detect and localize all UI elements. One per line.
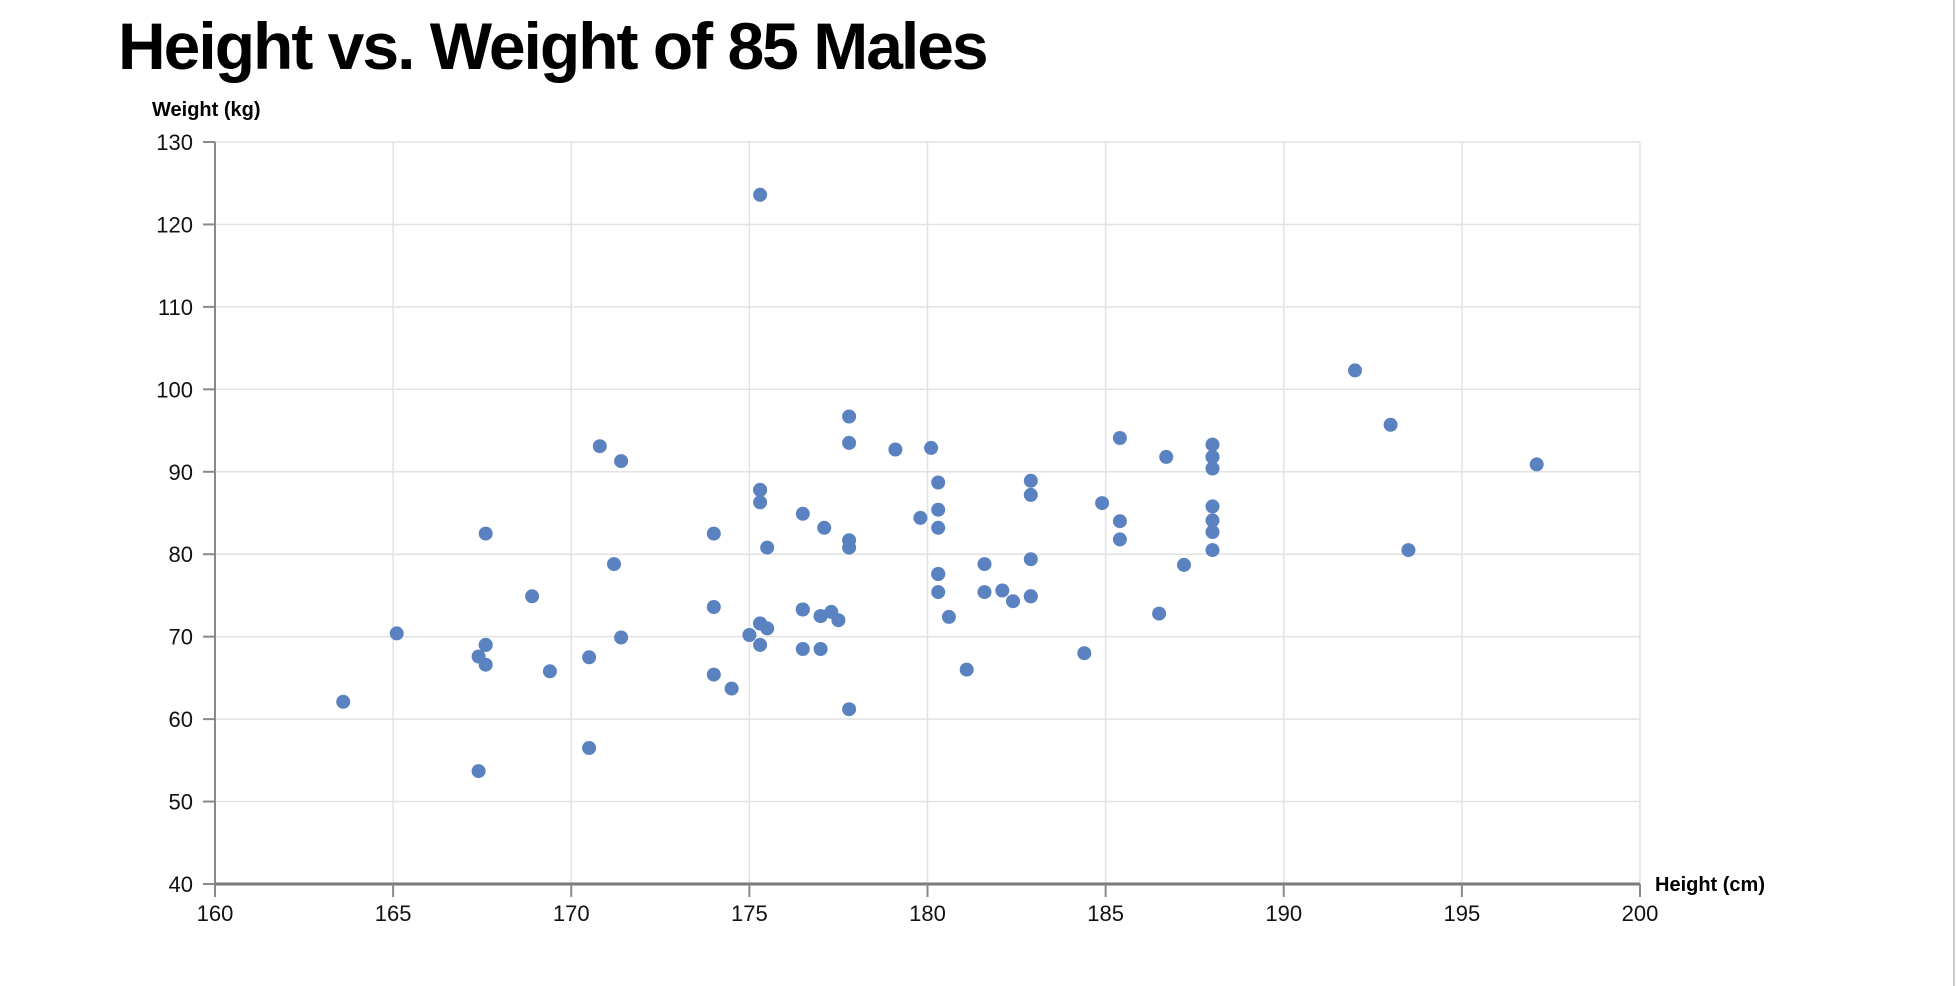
data-point bbox=[742, 628, 757, 642]
chart-title: Height vs. Weight of 85 Males bbox=[118, 9, 989, 83]
x-tick-label: 180 bbox=[909, 901, 946, 926]
x-tick-label: 160 bbox=[197, 901, 234, 926]
data-point bbox=[706, 526, 721, 541]
data-point bbox=[931, 520, 946, 535]
data-point bbox=[1095, 496, 1110, 511]
y-tick-label: 90 bbox=[169, 460, 193, 485]
data-point bbox=[478, 657, 493, 672]
y-tick-label: 80 bbox=[169, 542, 193, 567]
data-point bbox=[977, 585, 992, 600]
data-point bbox=[1205, 461, 1220, 476]
data-point bbox=[1112, 532, 1127, 547]
data-point bbox=[1401, 543, 1416, 558]
data-point bbox=[931, 585, 946, 600]
data-point bbox=[607, 557, 621, 572]
data-point bbox=[1023, 473, 1038, 488]
data-point bbox=[1023, 589, 1038, 604]
data-point bbox=[389, 626, 404, 641]
data-point bbox=[813, 609, 828, 624]
x-axis-title: Height (cm) bbox=[1655, 874, 1765, 896]
data-point bbox=[924, 440, 939, 455]
data-point bbox=[1205, 513, 1220, 528]
data-point bbox=[995, 583, 1010, 598]
data-point bbox=[753, 495, 768, 510]
data-point bbox=[1112, 431, 1127, 445]
data-point bbox=[831, 613, 846, 628]
y-tick-label: 50 bbox=[169, 790, 193, 815]
data-point bbox=[1077, 646, 1092, 661]
data-point bbox=[795, 602, 810, 617]
data-point bbox=[542, 664, 557, 679]
x-tick-label: 165 bbox=[375, 901, 412, 926]
y-tick-label: 60 bbox=[169, 707, 193, 732]
data-point bbox=[478, 637, 493, 652]
y-tick-label: 130 bbox=[156, 130, 193, 155]
data-point bbox=[1205, 525, 1220, 539]
x-tick-label: 185 bbox=[1087, 901, 1124, 926]
data-point bbox=[1205, 499, 1220, 514]
data-point bbox=[959, 662, 974, 677]
data-point bbox=[614, 454, 629, 469]
data-point bbox=[724, 681, 739, 696]
data-point bbox=[592, 439, 607, 454]
y-tick-label: 100 bbox=[156, 377, 193, 402]
y-tick-label: 70 bbox=[169, 625, 193, 650]
x-tick-label: 170 bbox=[553, 901, 590, 926]
data-point bbox=[753, 637, 768, 652]
data-point bbox=[795, 506, 810, 521]
data-point bbox=[753, 482, 768, 497]
data-point bbox=[1205, 449, 1220, 464]
data-point bbox=[1023, 552, 1038, 567]
data-point bbox=[813, 642, 828, 656]
data-point bbox=[913, 510, 928, 525]
y-axis-title: Weight (kg) bbox=[152, 99, 261, 121]
data-point bbox=[1383, 417, 1398, 432]
data-point bbox=[706, 667, 721, 682]
data-point bbox=[1159, 449, 1174, 464]
y-tick-label: 120 bbox=[156, 212, 193, 237]
data-point bbox=[1112, 514, 1127, 529]
data-point bbox=[582, 741, 597, 755]
data-point bbox=[1177, 557, 1191, 572]
data-point bbox=[1006, 594, 1020, 609]
data-point bbox=[817, 520, 832, 535]
data-point bbox=[1152, 606, 1167, 621]
data-point bbox=[888, 442, 903, 457]
data-point bbox=[471, 764, 486, 779]
data-point bbox=[760, 540, 775, 555]
data-point bbox=[1529, 457, 1544, 472]
data-point bbox=[941, 609, 956, 624]
data-point bbox=[977, 557, 992, 572]
x-tick-label: 190 bbox=[1265, 901, 1302, 926]
data-point bbox=[795, 642, 810, 656]
y-tick-label: 40 bbox=[169, 872, 193, 897]
data-point bbox=[753, 187, 768, 202]
data-point bbox=[1205, 437, 1220, 452]
data-point bbox=[760, 621, 775, 636]
data-point bbox=[931, 502, 946, 517]
data-point bbox=[614, 630, 629, 645]
x-tick-label: 195 bbox=[1444, 901, 1481, 926]
data-point bbox=[842, 540, 857, 555]
data-point bbox=[931, 475, 946, 490]
data-point bbox=[582, 650, 597, 665]
window-right-border bbox=[1953, 0, 1955, 986]
data-point bbox=[1348, 363, 1362, 378]
x-tick-label: 200 bbox=[1622, 901, 1659, 926]
data-point bbox=[842, 435, 857, 450]
data-point bbox=[842, 409, 857, 424]
data-point bbox=[931, 567, 946, 581]
data-point bbox=[1205, 543, 1220, 558]
data-point bbox=[478, 526, 493, 541]
data-point bbox=[336, 694, 351, 709]
x-tick-label: 175 bbox=[731, 901, 768, 926]
data-point bbox=[842, 702, 857, 717]
data-point bbox=[1023, 487, 1038, 502]
y-tick-label: 110 bbox=[158, 295, 193, 320]
data-point bbox=[525, 589, 540, 604]
data-point bbox=[706, 600, 721, 614]
